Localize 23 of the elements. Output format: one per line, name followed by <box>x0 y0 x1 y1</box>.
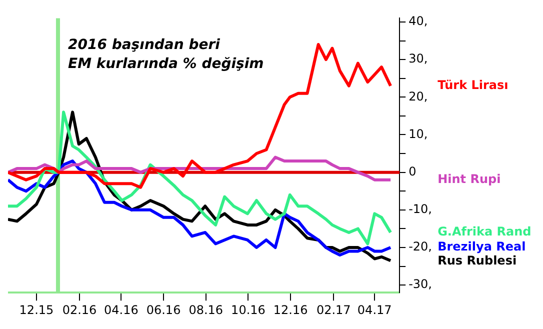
text: Rus Rublesi <box>438 254 517 268</box>
x-tick-label: 04.16 <box>104 302 138 317</box>
x-tick-label: 10.16 <box>231 302 266 317</box>
text: 2016 başından beri EM kurlarında % değişim <box>68 36 264 72</box>
y-tick-label: 40, <box>408 14 428 28</box>
text: Türk Lirası <box>438 78 508 92</box>
y-tick-label: 10, <box>408 126 428 141</box>
y-tick-label: 30, <box>408 52 428 66</box>
x-tick-label: 08.16 <box>188 302 224 317</box>
y-tick-label: -20, <box>408 240 432 254</box>
x-tick-label: 12.16 <box>273 302 308 317</box>
x-tick-label: 02.17 <box>316 302 351 317</box>
text: Hint Rupi <box>438 172 501 186</box>
y-tick-label: -10, <box>408 202 432 216</box>
y-tick-label: -30, <box>408 277 432 292</box>
x-tick-label: 06.16 <box>146 302 181 317</box>
x-tick-label: 02.16 <box>62 302 97 317</box>
y-tick-label: 0 <box>408 164 416 178</box>
y-tick-label: 20, <box>408 89 428 104</box>
text: Brezilya Real <box>438 240 526 254</box>
text: G.Afrika Rand <box>438 224 532 239</box>
x-tick-label: 04.17 <box>357 302 392 317</box>
x-tick-label: 12.15 <box>19 302 54 317</box>
